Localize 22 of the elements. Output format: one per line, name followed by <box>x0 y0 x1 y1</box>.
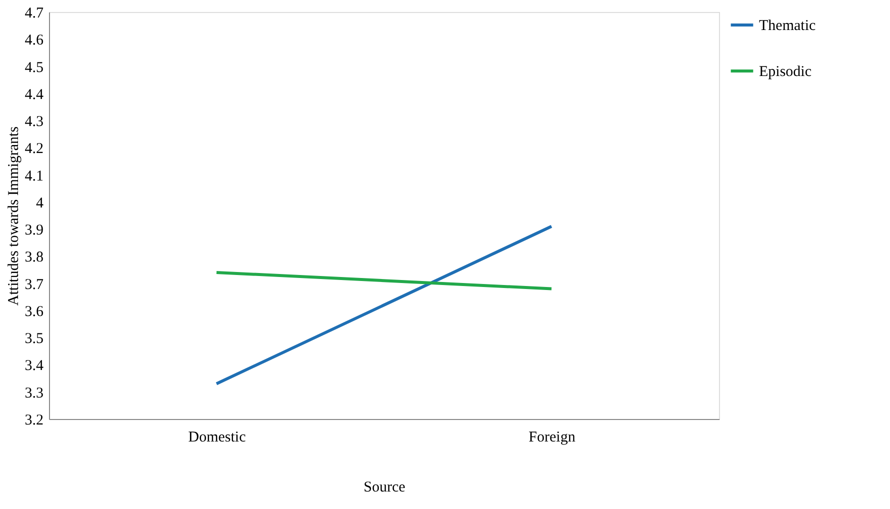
y-tick-label: 4.1 <box>24 168 44 184</box>
y-tick-label: 3.8 <box>24 250 44 266</box>
y-tick-label: 4.2 <box>24 141 44 158</box>
x-tick-label: Domestic <box>188 430 246 446</box>
y-tick-label: 3.2 <box>24 412 44 428</box>
y-tick-label: 3.5 <box>24 331 44 348</box>
y-tick-label: 4.6 <box>24 32 44 49</box>
y-tick-label: 4.4 <box>24 86 44 103</box>
y-tick-label: 3.7 <box>24 276 44 293</box>
y-tick-label: 4.5 <box>24 60 44 76</box>
legend-label: Episodic <box>759 64 812 80</box>
y-tick-label: 4.3 <box>24 114 44 130</box>
y-tick-label: 3.4 <box>24 358 44 374</box>
y-tick-label: 4.7 <box>24 6 44 22</box>
x-tick-label: Foreign <box>528 430 576 446</box>
y-tick-label: 3.9 <box>24 222 44 239</box>
y-tick-label: 3.6 <box>24 304 44 320</box>
y-axis-title: Attitudes towards Immigrants <box>6 126 22 306</box>
x-axis-title: Source <box>364 480 406 496</box>
y-tick-label: 4 <box>36 195 44 212</box>
y-tick-label: 3.3 <box>24 385 44 402</box>
legend-label: Thematic <box>759 18 816 34</box>
